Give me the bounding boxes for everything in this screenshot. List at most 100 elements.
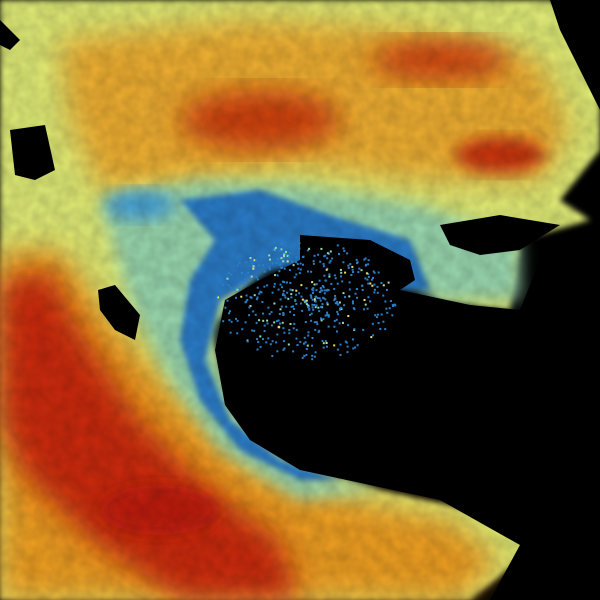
clutter-speck: [353, 308, 356, 311]
clutter-speck: [327, 289, 330, 292]
clutter-speck: [281, 294, 284, 296]
clutter-speck: [313, 298, 316, 301]
clutter-speck: [308, 308, 311, 311]
clutter-speck: [285, 305, 288, 308]
clutter-speck: [319, 290, 322, 293]
clutter-speck: [391, 314, 394, 317]
clutter-speck: [283, 252, 286, 255]
clutter-speck: [292, 305, 294, 308]
clutter-speck: [308, 307, 311, 310]
clutter-speck: [287, 297, 290, 300]
clutter-speck: [293, 314, 296, 316]
clutter-speck: [337, 303, 340, 306]
clutter-speck: [326, 303, 329, 306]
clutter-speck: [271, 340, 274, 343]
clutter-speck: [238, 261, 241, 264]
clutter-speck: [259, 335, 262, 338]
clutter-speck: [322, 265, 325, 268]
clutter-speck: [356, 261, 359, 264]
clutter-speck: [333, 274, 336, 277]
clutter-speck: [230, 320, 233, 323]
clutter-speck: [377, 271, 380, 274]
clutter-speck: [312, 308, 315, 311]
clutter-speck: [270, 311, 273, 314]
clutter-speck: [273, 285, 276, 288]
clutter-speck: [256, 296, 259, 299]
clutter-speck: [266, 322, 269, 325]
clutter-speck: [367, 263, 370, 266]
clutter-speck: [344, 271, 347, 274]
clutter-speck: [319, 260, 322, 263]
clutter-speck: [280, 305, 283, 308]
clutter-speck: [327, 314, 330, 317]
clutter-speck: [309, 313, 312, 316]
clutter-speck: [377, 322, 380, 324]
clutter-speck: [315, 289, 318, 292]
clutter-speck: [246, 299, 249, 301]
clutter-speck: [336, 310, 339, 313]
clutter-speck: [373, 288, 376, 291]
clutter-speck: [260, 291, 263, 294]
clutter-speck: [326, 311, 329, 314]
clutter-speck: [345, 341, 348, 344]
clutter-speck: [310, 296, 313, 299]
clutter-speck: [236, 332, 239, 335]
clutter-speck: [299, 268, 302, 271]
clutter-speck: [283, 294, 286, 297]
clutter-speck: [300, 284, 303, 287]
clutter-speck: [317, 306, 320, 309]
clutter-speck: [242, 281, 244, 284]
clutter-speck: [313, 304, 316, 306]
clutter-speck: [369, 282, 372, 285]
clutter-speck: [320, 247, 323, 250]
clutter-speck: [305, 301, 308, 304]
clutter-speck: [240, 281, 243, 284]
clutter-speck: [253, 329, 256, 332]
clutter-speck: [270, 324, 273, 327]
clutter-speck: [308, 247, 311, 250]
clutter-speck: [318, 310, 321, 313]
clutter-speck: [363, 308, 365, 311]
clutter-speck: [326, 288, 329, 291]
clutter-speck: [252, 267, 255, 270]
clutter-speck: [327, 315, 330, 318]
clutter-speck: [338, 301, 341, 304]
clutter-speck: [301, 309, 304, 312]
clutter-speck: [256, 338, 259, 341]
clutter-speck: [258, 319, 261, 322]
clutter-speck: [241, 328, 244, 331]
clutter-speck: [357, 271, 360, 274]
clutter-speck: [215, 295, 218, 298]
clutter-speck: [245, 261, 248, 264]
clutter-speck: [283, 281, 286, 284]
clutter-speck: [290, 296, 293, 299]
clutter-speck: [380, 282, 383, 284]
clutter-speck: [248, 306, 251, 309]
clutter-speck: [386, 288, 388, 291]
clutter-speck: [375, 316, 378, 319]
clutter-speck: [261, 301, 264, 303]
clutter-speck: [268, 266, 271, 269]
clutter-speck: [263, 324, 266, 327]
clutter-speck: [367, 272, 370, 275]
clutter-speck: [255, 276, 258, 278]
clutter-speck: [336, 244, 339, 247]
clutter-speck: [347, 315, 350, 317]
clutter-speck: [376, 285, 379, 288]
clutter-speck: [339, 268, 342, 271]
clutter-speck: [265, 341, 268, 344]
clutter-speck: [262, 312, 264, 315]
clutter-speck: [276, 333, 279, 336]
clutter-speck: [295, 256, 298, 259]
clutter-speck: [371, 278, 373, 281]
clutter-speck: [333, 320, 336, 322]
clutter-speck: [326, 257, 329, 260]
clutter-speck: [320, 317, 322, 320]
clutter-speck: [324, 340, 327, 343]
clutter-speck: [244, 278, 247, 281]
clutter-speck: [303, 354, 306, 357]
clutter-speck: [252, 265, 255, 268]
clutter-speck: [231, 289, 234, 292]
clutter-speck: [311, 292, 314, 294]
clutter-speck: [307, 304, 310, 307]
